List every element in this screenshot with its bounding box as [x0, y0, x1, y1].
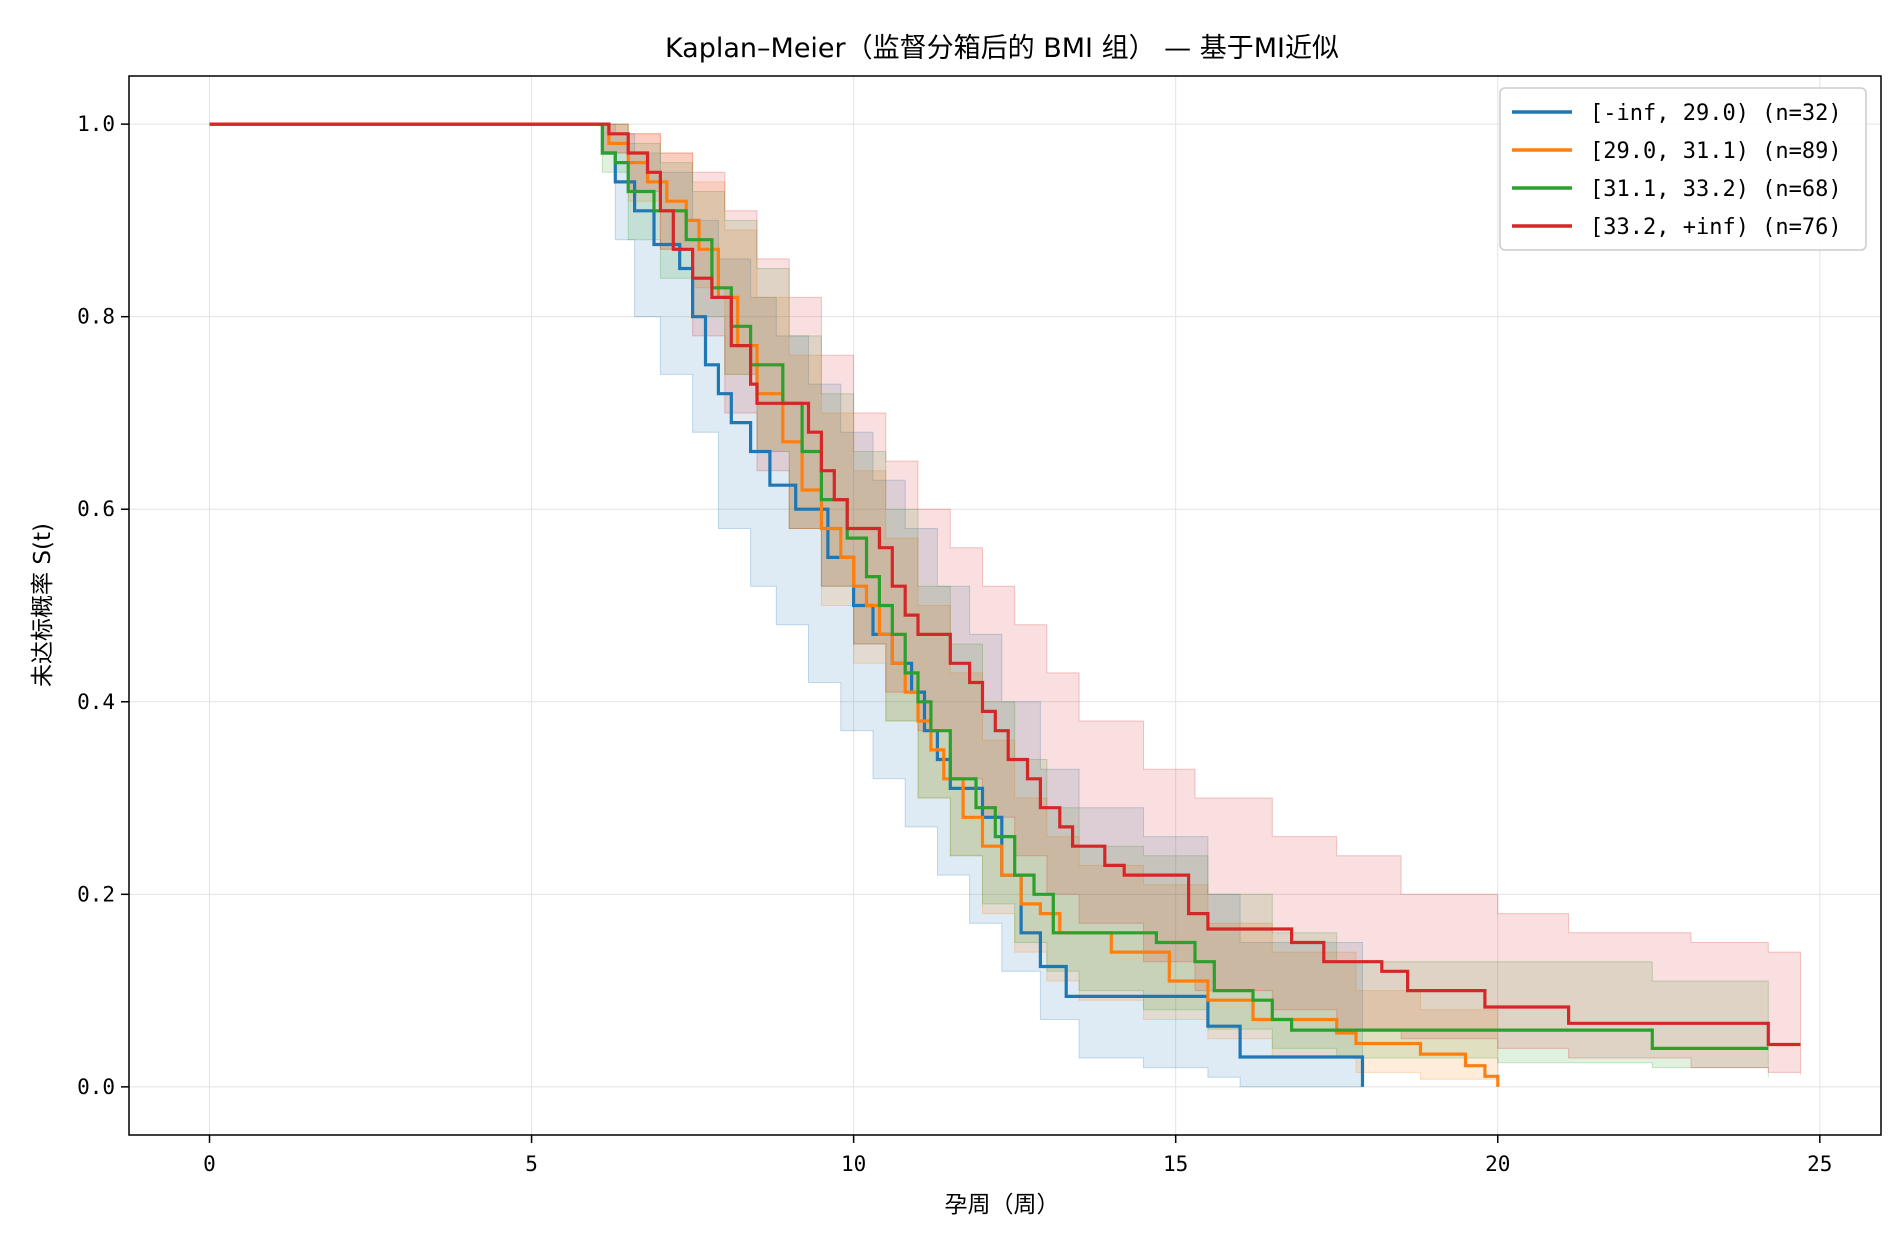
- y-axis-title: 未达标概率 S(t): [30, 523, 56, 687]
- survival-curves: [209, 122, 1801, 1087]
- survival-line-2: [209, 122, 1500, 1087]
- y-tick-label: 0.4: [77, 690, 115, 714]
- y-tick-label: 0.8: [77, 305, 115, 329]
- axis-ticks: 0 5 10 15 20 25 0.0 0.2 0.4 0.6 0.8 1.0: [77, 112, 1832, 1176]
- legend-label-4: [33.2, +inf) (n=76): [1590, 215, 1842, 240]
- survival-line-4: [209, 122, 1801, 1047]
- confidence-band-3: [209, 123, 1769, 1078]
- x-tick-label: 25: [1807, 1152, 1832, 1176]
- survival-line-3: [209, 122, 1769, 1050]
- y-tick-label: 0.6: [77, 497, 115, 521]
- legend-label-2: [29.0, 31.1) (n=89): [1590, 139, 1842, 164]
- y-tick-label: 0.0: [77, 1075, 115, 1099]
- y-tick-label: 0.2: [77, 882, 115, 906]
- x-tick-label: 10: [841, 1152, 866, 1176]
- plot-frame: [128, 75, 1882, 1136]
- x-tick-label: 0: [203, 1152, 216, 1176]
- legend-box: [1499, 87, 1867, 251]
- y-tick-label: 1.0: [77, 112, 115, 136]
- x-tick-label: 20: [1485, 1152, 1510, 1176]
- legend-label-1: [-inf, 29.0) (n=32): [1590, 101, 1842, 126]
- chart-title: Kaplan–Meier（监督分箱后的 BMI 组） — 基于MI近似: [665, 33, 1339, 64]
- legend-label-3: [31.1, 33.2) (n=68): [1590, 177, 1842, 202]
- x-tick-label: 15: [1163, 1152, 1188, 1176]
- x-axis-title: 孕周（周）: [945, 1192, 1060, 1218]
- legend: [-inf, 29.0) (n=32) [29.0, 31.1) (n=89) [3…: [1499, 87, 1867, 251]
- x-tick-label: 5: [525, 1152, 538, 1176]
